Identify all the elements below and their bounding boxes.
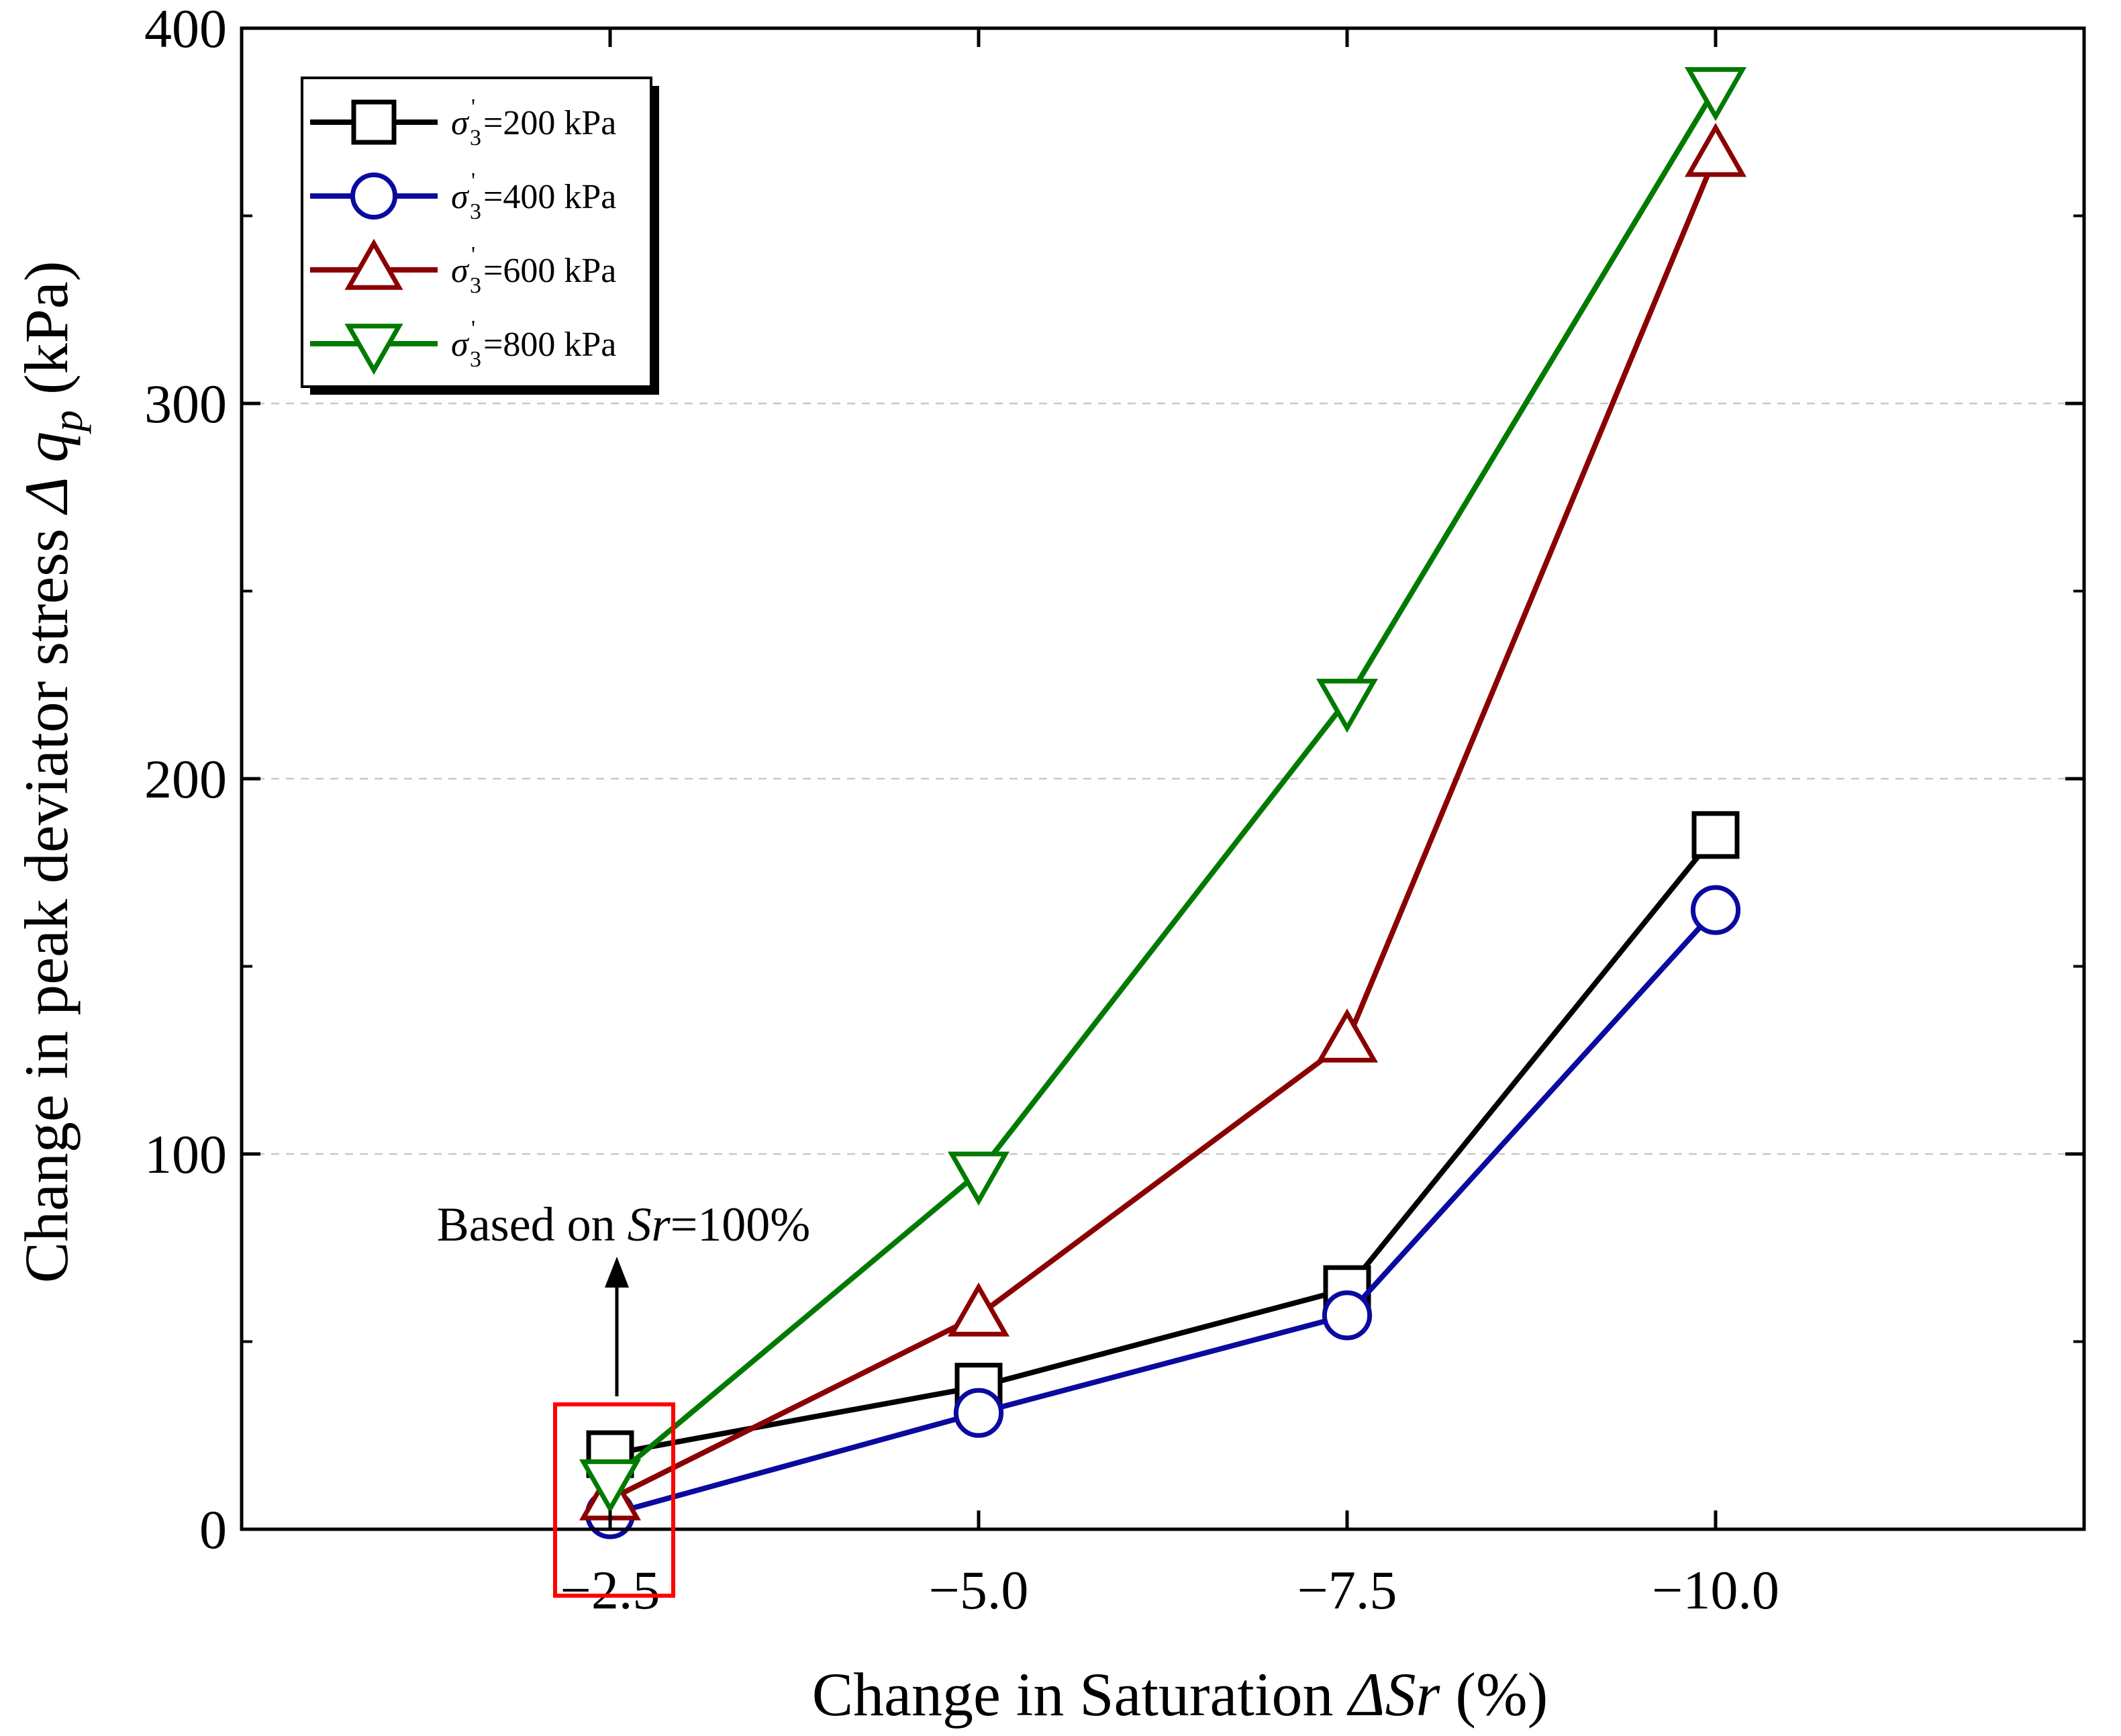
data-point	[1691, 811, 1740, 859]
data-point	[947, 1282, 1010, 1337]
annotation-text-italic: Sr	[628, 1198, 671, 1251]
legend-item: σ 3 ' =600 kPa	[310, 238, 616, 298]
annotation-text-prefix: Based on	[437, 1198, 628, 1251]
y-axis-title-symbol: Δ q	[12, 432, 81, 516]
annotation-text-suffix: =100%	[671, 1198, 811, 1251]
legend-marker-icon	[351, 99, 397, 145]
legend-symbol-prime: '	[471, 95, 475, 119]
x-tick-label: −5.0	[929, 1559, 1029, 1621]
legend-symbol-subscript: 3	[470, 347, 481, 372]
highlight-box	[553, 1402, 675, 1598]
legend-label: =600 kPa	[483, 252, 616, 290]
series-1	[586, 811, 1740, 1478]
data-point	[1316, 1008, 1379, 1063]
x-tick-label: −10.0	[1652, 1559, 1779, 1621]
legend-symbol: σ	[451, 326, 470, 364]
data-point	[579, 1459, 642, 1514]
legend-marker-icon	[350, 173, 397, 220]
x-tick-label: −7.5	[1297, 1559, 1397, 1621]
legend-symbol: σ	[451, 178, 470, 216]
y-axis-title-unit: (kPa)	[12, 261, 81, 410]
legend-label: =400 kPa	[483, 178, 616, 216]
x-axis-title: Change in Saturation ΔSr (%)	[812, 1660, 1548, 1729]
legend-item: σ 3 ' =400 kPa	[310, 168, 616, 224]
series-line	[609, 908, 1718, 1517]
series-line	[609, 833, 1718, 1457]
arrowhead-icon	[605, 1257, 629, 1288]
series-line	[608, 87, 1718, 1483]
legend-symbol-prime: '	[471, 242, 475, 267]
data-point	[947, 1151, 1010, 1206]
legend-symbol-subscript: 3	[470, 126, 481, 150]
data-point	[953, 1388, 1004, 1438]
data-point	[1316, 679, 1379, 733]
axis-ticks: 0 100 200 300 400 −2.5 −5.0 −7.5 −10.0	[144, 0, 2084, 1621]
series-line	[609, 154, 1718, 1502]
legend-marker-icon	[344, 238, 403, 290]
y-tick-label: 0	[199, 1499, 227, 1560]
series-3	[579, 123, 1747, 1521]
y-tick-label: 400	[144, 0, 227, 59]
legend-symbol: σ	[451, 252, 470, 290]
legend-item: σ 3 ' =200 kPa	[310, 95, 616, 150]
annotation: Based on Sr=100%	[437, 1198, 811, 1598]
legend-symbol: σ	[451, 104, 470, 142]
y-tick-label: 300	[144, 373, 227, 434]
y-axis-title: Change in peak deviator stress Δ qp (kPa…	[12, 261, 91, 1284]
y-tick-label: 200	[144, 749, 227, 810]
annotation-text: Based on Sr=100%	[437, 1198, 811, 1251]
legend-symbol-subscript: 3	[470, 273, 481, 298]
legend-item: σ 3 ' =800 kPa	[310, 316, 616, 375]
grid-lines	[242, 402, 2084, 1155]
legend-symbol-prime: '	[471, 316, 475, 341]
data-point	[1322, 1290, 1373, 1341]
x-tick-label: −2.5	[560, 1559, 660, 1621]
data-point	[1690, 885, 1741, 935]
series-4	[579, 66, 1747, 1514]
legend-label: =200 kPa	[483, 104, 616, 142]
legend-marker-icon	[344, 324, 403, 375]
legend-label: =800 kPa	[483, 326, 616, 364]
data-point	[1684, 123, 1747, 177]
data-point	[1684, 66, 1747, 122]
legend-symbol-prime: '	[471, 168, 475, 193]
y-tick-label: 100	[144, 1124, 227, 1185]
x-axis-title-symbol: ΔSr	[1346, 1660, 1441, 1729]
series-lines	[579, 66, 1747, 1539]
y-axis-title-subscript: p	[44, 410, 91, 434]
legend-symbol-subscript: 3	[470, 199, 481, 224]
